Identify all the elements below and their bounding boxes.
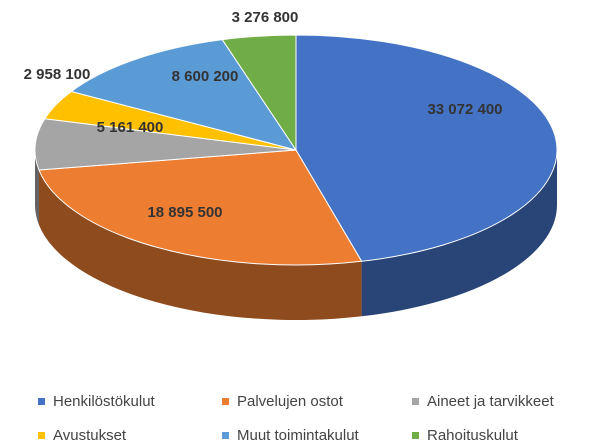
slice	[70, 39, 298, 151]
slice	[38, 149, 363, 266]
legend-swatch	[222, 432, 229, 439]
slice	[34, 118, 297, 171]
data-label: 2 958 100	[24, 66, 91, 83]
data-label: 18 895 500	[147, 204, 222, 221]
legend-label: Muut toimintakulut	[237, 427, 360, 444]
legend-swatch	[38, 432, 45, 439]
data-label: 8 600 200	[172, 68, 239, 85]
legend-swatch	[38, 398, 45, 405]
slice-side	[38, 170, 362, 321]
legend-label: Palvelujen ostot	[237, 393, 344, 410]
slice-side	[361, 150, 557, 317]
data-label: 3 276 800	[232, 9, 299, 26]
data-label: 33 072 400	[427, 101, 502, 118]
slice	[221, 34, 297, 152]
slice	[295, 34, 558, 262]
legend-label: Rahoituskulut	[427, 427, 519, 444]
legend-swatch	[222, 398, 229, 405]
data-label: 5 161 400	[97, 119, 164, 136]
legend-swatch	[412, 432, 419, 439]
legend-label: Henkilöstökulut	[53, 393, 156, 410]
legend-label: Avustukset	[53, 427, 127, 444]
legend-label: Aineet ja tarvikkeet	[427, 393, 555, 410]
legend-swatch	[412, 398, 419, 405]
